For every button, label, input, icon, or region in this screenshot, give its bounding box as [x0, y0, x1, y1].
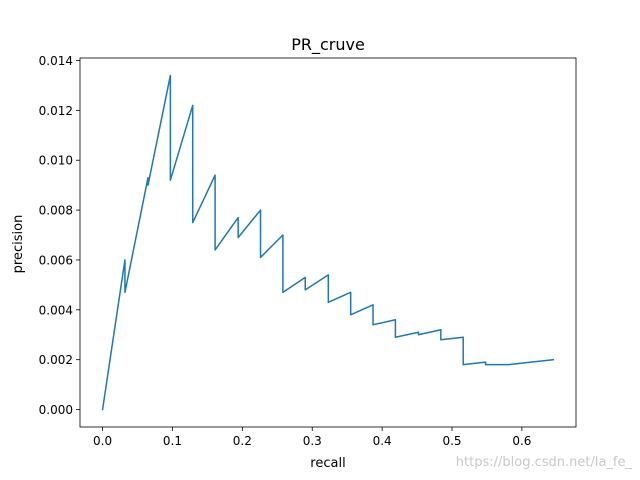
y-tick-label: 0.014: [39, 54, 73, 68]
y-tick-label: 0.004: [39, 303, 73, 317]
x-tick-label: 0.4: [373, 434, 392, 448]
x-tick-label: 0.0: [93, 434, 112, 448]
y-axis-label: precision: [11, 215, 26, 274]
x-tick-label: 0.1: [163, 434, 182, 448]
plot-area: 0.0 0.1 0.2 0.3 0.4 0.5 0.6 0.000 0.002 0.004 0.00…: [39, 54, 577, 448]
x-tick-label: 0.6: [512, 434, 531, 448]
chart-title: PR_cruve: [291, 35, 365, 55]
x-tick-label: 0.3: [303, 434, 322, 448]
x-tick-label: 0.5: [442, 434, 461, 448]
y-tick-label: 0.002: [39, 353, 73, 367]
y-tick-label: 0.008: [39, 204, 73, 218]
x-axis-label: recall: [310, 456, 345, 471]
y-tick-label: 0.012: [39, 104, 73, 118]
y-tick-label: 0.010: [39, 154, 73, 168]
watermark-text: https://blog.csdn.net/la_fe_: [456, 455, 633, 470]
y-tick-label: 0.000: [39, 403, 73, 417]
x-tick-label: 0.2: [233, 434, 252, 448]
series-line-0: [101, 74, 555, 411]
y-tick-label: 0.006: [39, 253, 73, 267]
axes-frame: [79, 57, 577, 428]
